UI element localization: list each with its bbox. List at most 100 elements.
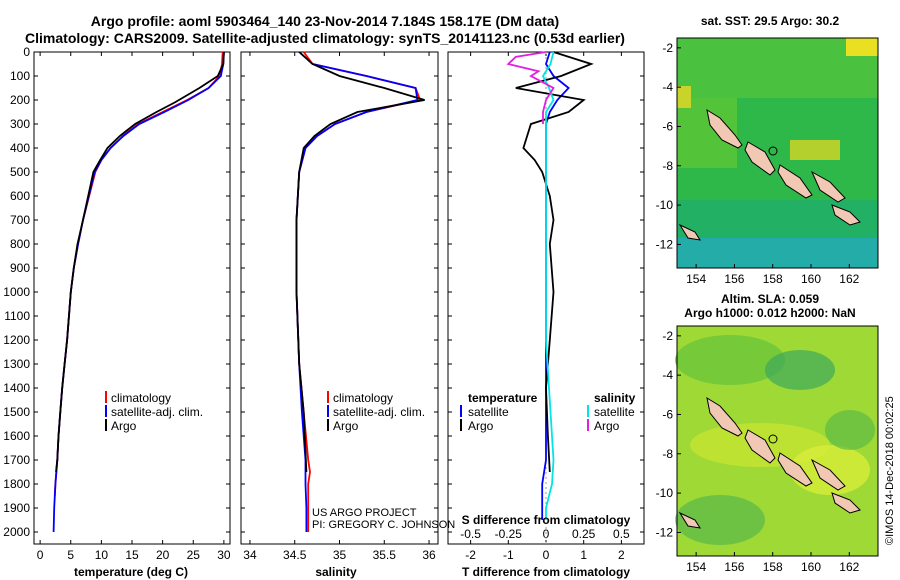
- series-salinity-argo: [506, 51, 555, 124]
- lat-tick-label: -10: [656, 198, 674, 212]
- x-tick-label: 2: [618, 548, 625, 562]
- title-line-1: Argo profile: aoml 5903464_140 23-Nov-20…: [91, 13, 559, 29]
- footer-stamp: ©IMOS 14-Dec-2018 00:02:25: [884, 396, 896, 545]
- float-marker: [768, 146, 778, 156]
- s-tick-label: 0.5: [613, 527, 630, 541]
- depth-tick-label: 500: [10, 165, 30, 179]
- lat-tick-label: -12: [656, 237, 674, 251]
- temperature-x-ticks: 0 5 10 15 20 25 30: [37, 52, 231, 562]
- depth-tick-label: 400: [10, 141, 30, 155]
- x-tick-label: 0: [543, 548, 550, 562]
- depth-tick-label: 1400: [3, 381, 30, 395]
- title-line-2: Climatology: CARS2009. Satellite-adjuste…: [25, 30, 625, 46]
- difference-top-label: S difference from climatology: [462, 513, 631, 527]
- x-tick-label: 25: [187, 548, 201, 562]
- x-tick-label: 20: [156, 548, 170, 562]
- lat-tick-label: -8: [662, 447, 673, 461]
- depth-tick-label: 1700: [3, 453, 30, 467]
- x-tick-label: 5: [67, 548, 74, 562]
- series-argo: [295, 51, 425, 473]
- depth-tick-label: 600: [10, 189, 30, 203]
- map-ticks: 154 156 158 160 162 -2 -4 -6 -8 -10 -12 154 156 158 16…: [656, 41, 860, 574]
- legend-label-t-argo: Argo: [468, 419, 494, 433]
- lat-tick-label: -12: [656, 525, 674, 539]
- depth-tick-label: 1300: [3, 357, 30, 371]
- x-tick-label: 34.5: [283, 548, 307, 562]
- x-tick-label: -1: [503, 548, 514, 562]
- x-tick-label: 35: [333, 548, 347, 562]
- depth-tick-label: 1800: [3, 477, 30, 491]
- depth-tick-label: 800: [10, 237, 30, 251]
- x-tick-label: 1: [580, 548, 587, 562]
- lat-tick-label: -2: [662, 329, 673, 343]
- series-climatology: [53, 51, 224, 497]
- x-tick-label: 0: [37, 548, 44, 562]
- salinity-legend: climatology satellite-adj. clim. Argo US…: [312, 391, 455, 531]
- legend-label-t-satellite: satellite: [468, 405, 509, 419]
- depth-tick-label: 1000: [3, 285, 30, 299]
- island-outlines: [678, 396, 861, 529]
- depth-tick-label: 2000: [3, 525, 30, 539]
- depth-tick-label: 300: [10, 117, 30, 131]
- salinity-xlabel: salinity: [315, 565, 357, 579]
- depth-tick-label: 1500: [3, 405, 30, 419]
- s-tick-label: -0.25: [495, 527, 523, 541]
- series-satellite-adj-clim-: [52, 51, 225, 533]
- s-tick-label: -0.5: [460, 527, 481, 541]
- lat-tick-label: -6: [662, 119, 673, 133]
- depth-tick-label: 200: [10, 93, 30, 107]
- depth-tick-label: 700: [10, 213, 30, 227]
- lon-tick-label: 160: [801, 272, 821, 286]
- legend-label-s-argo: Argo: [594, 419, 620, 433]
- salinity-series: [295, 51, 425, 532]
- sst-map: [676, 37, 879, 269]
- series-temperature-argo: [515, 51, 594, 473]
- x-tick-label: 36: [422, 548, 436, 562]
- sla-map: [675, 325, 879, 557]
- lat-tick-label: -10: [656, 486, 674, 500]
- lat-tick-label: -4: [662, 80, 673, 94]
- depth-tick-label: 900: [10, 261, 30, 275]
- legend-label-s-satellite: satellite: [594, 405, 635, 419]
- series-argo: [55, 51, 225, 473]
- difference-series: [506, 51, 594, 520]
- depth-tick-label: 100: [10, 69, 30, 83]
- credit-project: US ARGO PROJECT: [312, 507, 417, 519]
- x-tick-label: 10: [95, 548, 109, 562]
- x-tick-label: 34: [243, 548, 257, 562]
- temperature-series: [52, 51, 225, 533]
- depth-tick-label: 0: [23, 45, 30, 59]
- legend-title-salinity: salinity: [594, 391, 636, 405]
- lon-tick-label: 160: [801, 560, 821, 574]
- lon-tick-label: 162: [839, 272, 859, 286]
- lon-tick-label: 158: [763, 560, 783, 574]
- s-tick-label: 0.25: [572, 527, 596, 541]
- x-tick-label: 30: [217, 548, 231, 562]
- difference-legend: temperature satellite Argo salinity sate…: [460, 391, 636, 433]
- x-tick-label: -2: [465, 548, 476, 562]
- depth-tick-label: 1100: [4, 309, 30, 323]
- lat-tick-label: -8: [662, 159, 673, 173]
- salinity-axes: [240, 51, 439, 545]
- legend-label-climatology: climatology: [111, 391, 171, 405]
- lon-tick-label: 154: [686, 272, 706, 286]
- sla-map-title-1: Altim. SLA: 0.059: [721, 292, 819, 306]
- temperature-legend: climatology satellite-adj. clim. Argo: [105, 391, 203, 433]
- credit-pi: PI: GREGORY C. JOHNSON: [312, 519, 455, 531]
- sla-map-title-2: Argo h1000: 0.012 h2000: NaN: [684, 306, 855, 320]
- legend-label-argo: Argo: [111, 419, 137, 433]
- x-tick-label: 15: [125, 548, 139, 562]
- legend-label-climatology: climatology: [333, 391, 393, 405]
- depth-tick-label: 1200: [3, 333, 30, 347]
- lon-tick-label: 154: [686, 560, 706, 574]
- legend-title-temperature: temperature: [468, 391, 538, 405]
- island-outlines: [678, 108, 861, 241]
- series-satellite-adj-clim-: [295, 51, 419, 532]
- legend-label-satellite: satellite-adj. clim.: [333, 405, 425, 419]
- difference-xlabel: T difference from climatology: [462, 565, 630, 579]
- x-tick-label: 35.5: [373, 548, 397, 562]
- sst-map-title: sat. SST: 29.5 Argo: 30.2: [701, 14, 840, 28]
- float-marker: [768, 434, 778, 444]
- salinity-x-ticks: 34 34.5 35 35.5 36: [243, 52, 436, 562]
